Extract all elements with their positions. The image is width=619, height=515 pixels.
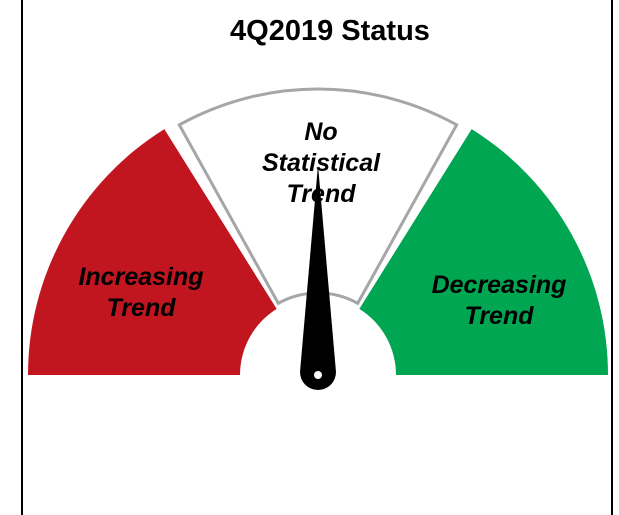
segment-label: Increasing — [78, 263, 203, 291]
gauge — [28, 87, 608, 390]
title: 4Q2019 Status — [230, 15, 430, 47]
segment-increasing — [28, 129, 277, 375]
segment-label: No — [304, 118, 337, 146]
needle — [300, 165, 336, 390]
segment-label: Trend — [107, 294, 177, 322]
segment-label: Trend — [465, 302, 535, 330]
segment-label: Statistical — [262, 149, 381, 177]
needle-pivot — [314, 371, 322, 379]
segment-decreasing — [359, 129, 608, 375]
segment-label: Decreasing — [432, 271, 567, 299]
segment-label: Trend — [287, 180, 357, 208]
segment-labels: Increasing Trend No Statistical Trend Decreas… — [78, 118, 566, 330]
